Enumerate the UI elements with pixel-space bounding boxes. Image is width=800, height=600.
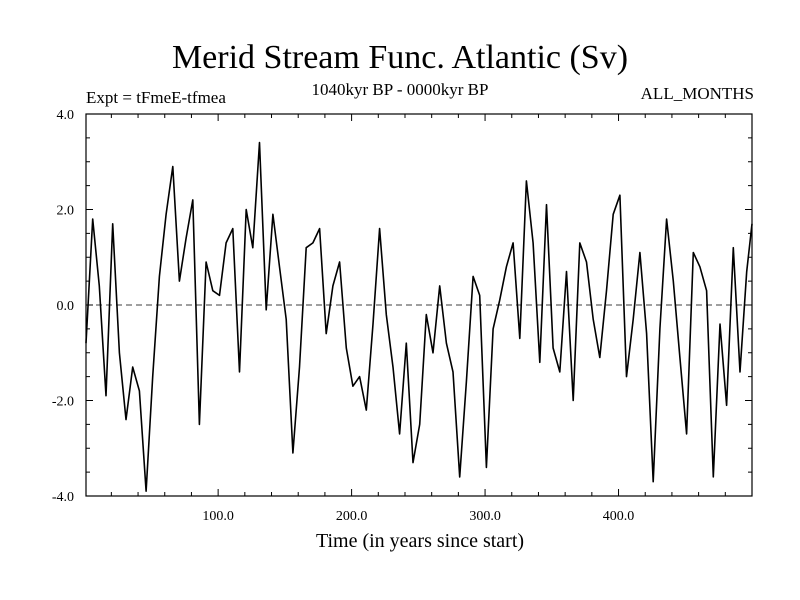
x-tick-label: 200.0 xyxy=(336,509,368,524)
experiment-label: Expt = tFmeE-tfmea xyxy=(86,88,226,107)
chart-title: Merid Stream Func. Atlantic (Sv) xyxy=(171,39,629,76)
y-tick-label: -4.0 xyxy=(52,490,74,505)
y-tick-label: 4.0 xyxy=(57,108,75,123)
y-tick-label: -2.0 xyxy=(52,395,74,410)
y-tick-label: 0.0 xyxy=(57,299,75,314)
y-tick-label: 2.0 xyxy=(57,204,75,219)
x-axis-label: Time (in years since start) xyxy=(315,530,525,552)
x-tick-label: 400.0 xyxy=(603,509,635,524)
series-line xyxy=(85,141,753,493)
x-tick-label: 300.0 xyxy=(469,509,501,524)
months-label: ALL_MONTHS xyxy=(640,84,754,103)
x-tick-label: 100.0 xyxy=(202,509,234,524)
chart-subtitle: 1040kyr BP - 0000kyr BP xyxy=(311,80,489,99)
